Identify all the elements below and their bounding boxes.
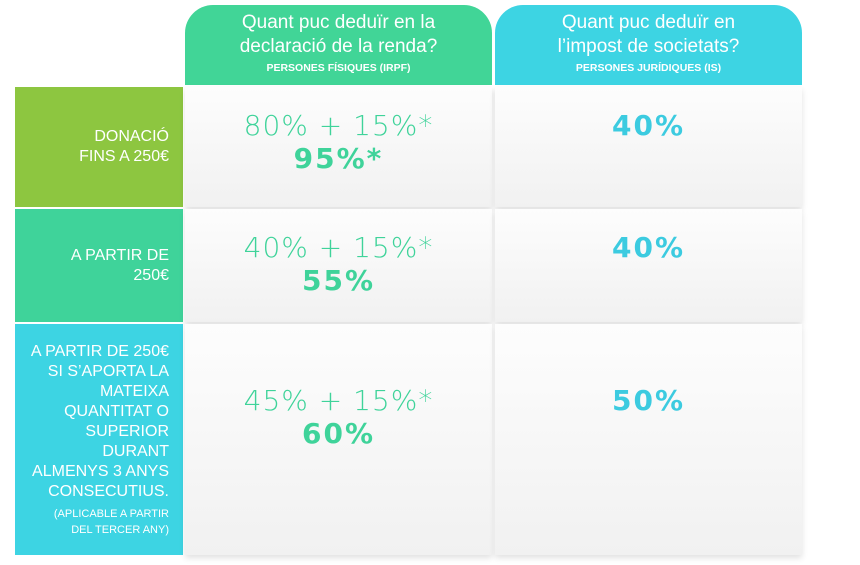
header-subtitle: PERSONES JURÍDIQUES (IS) — [575, 62, 722, 74]
irpf-cell: 80% + 15%* 95%* — [185, 87, 492, 207]
is-value: 50% — [611, 384, 686, 417]
row-label: A PARTIR DE 250€ SI S’APORTA LA MATEIXA QUA… — [15, 324, 183, 555]
row-label-line: FINS A 250€ — [79, 148, 169, 165]
row-note: DEL TERCER ANY) — [71, 523, 169, 536]
irpf-total: 55% — [301, 264, 376, 297]
is-cell: 50% — [495, 324, 802, 555]
row-label-line: QUANTITAT O — [64, 402, 169, 420]
row-label: DONACIÓ FINS A 250€ — [15, 87, 183, 207]
column-header: Quant puc deduïr en la declaració de la r… — [185, 5, 492, 85]
row-label-line: MATEIXA — [99, 382, 169, 400]
header-title: Quant puc deduïr en la — [241, 12, 436, 33]
header-title: l’impost de societats? — [557, 36, 740, 57]
row-label-line: ALMENYS 3 ANYS — [32, 462, 169, 480]
header-title: declaració de la renda? — [239, 36, 438, 57]
irpf-cell: 45% + 15%* 60% — [185, 324, 492, 555]
row-label-line: 250€ — [133, 266, 169, 284]
row-label-line: SUPERIOR — [85, 422, 169, 440]
irpf-formula: 80% + 15%* — [243, 109, 434, 142]
row-label-line: DURANT — [102, 442, 169, 460]
is-cell: 40% — [495, 209, 802, 322]
irpf-formula: 45% + 15%* — [243, 384, 434, 417]
is-value: 40% — [611, 109, 686, 142]
row-label-line: CONSECUTIUS. — [48, 482, 169, 500]
row-note: (APLICABLE A PARTIR — [53, 507, 169, 520]
is-cell: 40% — [495, 87, 802, 207]
header-title: Quant puc deduïr en — [561, 12, 736, 33]
irpf-formula: 40% + 15%* — [243, 231, 434, 264]
header-subtitle: PERSONES FÍSIQUES (IRPF) — [266, 62, 411, 74]
irpf-total: 60% — [301, 417, 376, 450]
row-label-line: A PARTIR DE 250€ — [30, 342, 169, 360]
irpf-total: 95%* — [293, 142, 384, 175]
row-label-line: SI S’APORTA LA — [47, 362, 169, 380]
irpf-cell: 40% + 15%* 55% — [185, 209, 492, 322]
row-label: A PARTIR DE 250€ — [15, 209, 183, 322]
column-header: Quant puc deduïr en l’impost de societats… — [495, 5, 802, 85]
row-label-line: A PARTIR DE — [70, 246, 169, 264]
is-value: 40% — [611, 231, 686, 264]
row-label-line: DONACIÓ — [94, 128, 169, 145]
